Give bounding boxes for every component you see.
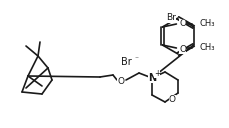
Text: +: + [153, 68, 159, 77]
Text: Br: Br [121, 57, 131, 67]
Text: O: O [179, 45, 185, 54]
Text: O: O [168, 95, 175, 104]
Text: Br: Br [165, 13, 175, 23]
Text: N: N [147, 73, 155, 83]
Text: CH₃: CH₃ [199, 19, 214, 29]
Text: O: O [179, 19, 185, 28]
Text: CH₃: CH₃ [199, 44, 214, 52]
Text: ⁻: ⁻ [134, 55, 137, 63]
Text: O: O [117, 77, 124, 86]
